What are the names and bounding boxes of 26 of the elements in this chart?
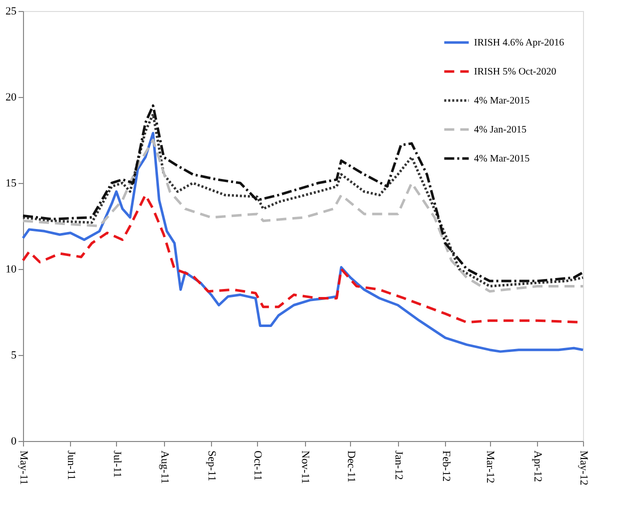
y-tick-label: 10 — [6, 264, 17, 276]
y-tick-label: 25 — [6, 6, 17, 18]
line-series — [22, 132, 584, 353]
legend-label: 4% Mar-2015 — [474, 154, 530, 164]
y-tick-label: 5 — [11, 350, 17, 362]
x-tick-label: Aug-11 — [158, 450, 170, 484]
x-tick-label: Mar-12 — [484, 450, 496, 484]
x-tick-label: May-11 — [18, 450, 30, 485]
line-series — [22, 138, 584, 293]
legend-label: IRISH 4.6% Apr-2016 — [474, 38, 564, 48]
y-tick-label: 20 — [6, 92, 17, 104]
legend-label: IRISH 5% Oct-2020 — [474, 66, 556, 78]
legend-label: 4% Jan-2015 — [474, 124, 526, 136]
legend-label: 4% Mar-2015 — [474, 96, 530, 106]
x-tick-label: Dec-11 — [344, 450, 357, 482]
y-tick-label: 0 — [11, 436, 17, 448]
x-tick-label: Jun-11 — [64, 450, 77, 480]
x-tick-label: Oct-11 — [252, 450, 264, 481]
x-tick-label: Jan-12 — [392, 450, 404, 480]
x-tick-label: May-12 — [578, 450, 590, 486]
x-tick-label: Jul-11 — [110, 450, 123, 478]
y-tick-label: 15 — [6, 178, 17, 190]
x-tick-label: Sep-11 — [206, 450, 218, 482]
x-tick-label: Feb-12 — [440, 450, 452, 482]
x-tick-label: Nov-11 — [299, 450, 312, 484]
x-tick-label: Apr-12 — [532, 450, 544, 482]
